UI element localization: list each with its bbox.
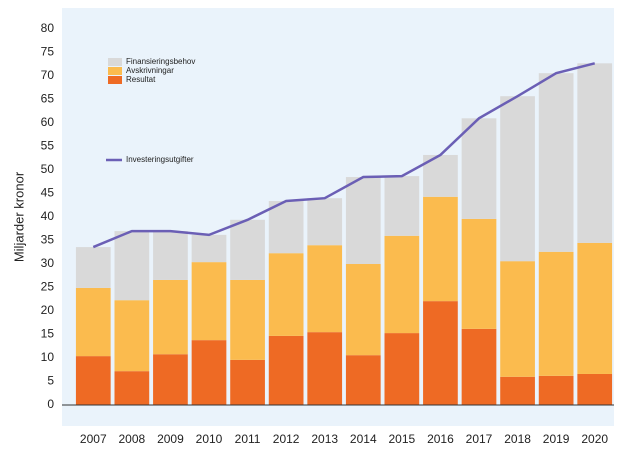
x-tick-label: 2014 [350,432,377,446]
y-tick-label: 10 [41,350,55,364]
y-tick-label: 75 [41,45,55,59]
bar [191,234,227,263]
y-tick-label: 45 [41,186,55,200]
bar [153,231,188,280]
bar [153,279,188,355]
bar [538,73,574,252]
bar [153,354,188,405]
bar [461,328,497,405]
bar [384,176,420,236]
y-tick-label: 50 [41,162,55,176]
y-tick-label: 30 [41,256,55,270]
bar [75,247,111,288]
bar [191,262,227,341]
y-tick-label: 35 [41,233,55,247]
x-tick-label: 2009 [157,432,184,446]
bar [461,218,497,329]
x-tick-label: 2013 [311,432,338,446]
bar [345,355,381,405]
legend-label: Investeringsutgifter [126,155,194,164]
x-tick-label: 2016 [427,432,454,446]
x-tick-label: 2015 [389,432,416,446]
bar [538,375,574,405]
x-tick-label: 2011 [235,432,261,446]
y-tick-label: 20 [41,303,55,317]
x-tick-label: 2012 [273,432,300,446]
bar [577,63,613,243]
bar [75,287,111,357]
bar [384,235,420,334]
x-tick-label: 2010 [196,432,223,446]
bar [268,335,304,405]
bar [577,373,613,405]
bar [307,198,343,246]
bar [230,279,265,360]
y-tick-label: 70 [41,68,55,82]
bar [268,201,304,254]
legend-label: Avskrivningar [126,66,174,75]
bar [345,177,381,264]
legend-label: Resultat [126,75,156,84]
bar [423,301,458,405]
bar [500,261,535,377]
legend-label: Finansieringsbehov [126,57,195,66]
line [92,62,596,249]
bar [191,340,227,405]
bar [268,253,304,336]
y-tick-label: 25 [41,280,55,294]
y-tick-label: 0 [47,397,54,411]
y-tick-label: 60 [41,115,55,129]
bar [384,333,420,405]
bar [307,332,343,405]
legend-swatch [108,58,122,66]
y-tick-label: 55 [41,139,55,153]
x-tick-label: 2008 [119,432,146,446]
legend-swatch [108,76,122,84]
x-tick-label: 2019 [543,432,570,446]
bar [538,251,574,376]
y-tick-label: 40 [41,209,55,223]
x-tick-label: 2017 [466,432,493,446]
y-tick-label: 65 [41,92,55,106]
bar [75,356,111,405]
bar [500,376,535,405]
y-tick-label: 80 [41,21,55,35]
bar [307,245,343,333]
y-tick-label: 5 [47,374,54,388]
x-tick-label: 2007 [80,432,107,446]
legend-swatch [108,67,122,75]
y-axis-label: Miljarder kronor [11,171,26,262]
y-tick-label: 15 [41,327,55,341]
bar [423,196,458,302]
bar [577,242,613,374]
bar [461,118,497,219]
bar [114,231,150,301]
bar [114,371,150,405]
bar [500,96,535,262]
bar [230,359,265,405]
bar [345,264,381,356]
bar [114,300,150,372]
bar [230,219,265,280]
x-tick-label: 2020 [581,432,608,446]
x-tick-label: 2018 [504,432,531,446]
